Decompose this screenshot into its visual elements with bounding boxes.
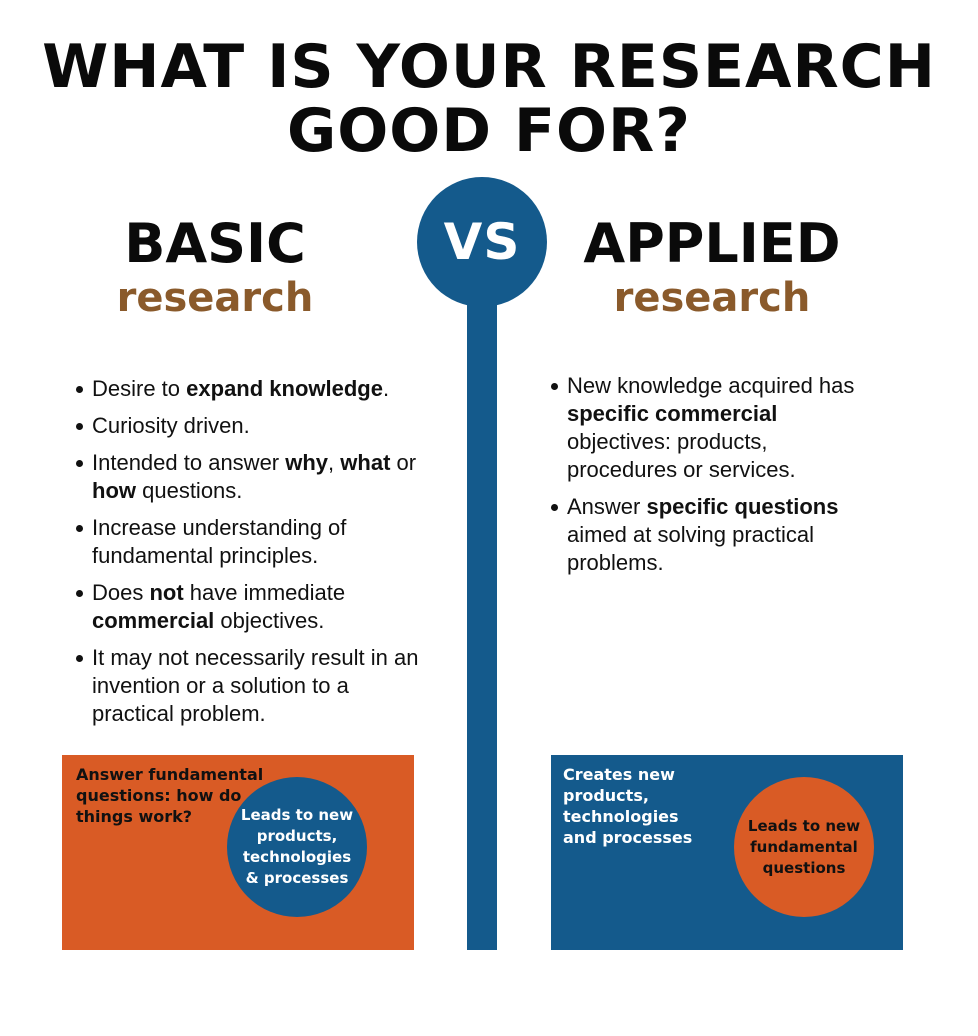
basic-bullet-text: commercial: [92, 608, 215, 633]
applied-bullet-text: aimed at solving practical problems.: [567, 522, 815, 575]
applied-bullet-text: Answer: [567, 494, 647, 519]
applied-summary-box: Creates new products, technologies and p…: [551, 755, 903, 950]
basic-bullet-text: It may not necessarily result in an inve…: [92, 645, 419, 726]
basic-summary-box: Answer fundamental questions: how do thi…: [62, 755, 414, 950]
divider-pole: [467, 280, 497, 950]
applied-heading-block: APPLIED research: [522, 214, 902, 322]
applied-bullet-list: New knowledge acquired has specific comm…: [549, 372, 879, 586]
vs-badge: VS: [417, 177, 547, 307]
basic-bullet-item: Desire to expand knowledge.: [74, 375, 434, 403]
basic-bullet-text: objectives.: [214, 608, 325, 633]
applied-heading: APPLIED: [583, 212, 841, 275]
applied-bullet-text: specific commercial: [567, 401, 778, 426]
basic-bullet-text: Desire to: [92, 376, 187, 401]
applied-bullet-item: Answer specific questions aimed at solvi…: [549, 493, 879, 577]
basic-bullet-text: Increase understanding of fundamental pr…: [92, 515, 347, 568]
basic-bullet-text: expand knowledge: [186, 376, 383, 401]
title-line-2: GOOD FOR?: [287, 96, 691, 166]
applied-subheading: research: [613, 275, 811, 321]
basic-bullet-text: Intended to answer: [92, 450, 286, 475]
basic-circle-text: Leads to new products, technologies & pr…: [240, 806, 354, 887]
basic-bullet-text: Curiosity driven.: [92, 413, 250, 438]
basic-bullet-text: how: [92, 478, 136, 503]
title-line-1: WHAT IS YOUR RESEARCH: [42, 32, 936, 102]
basic-bullet-text: Does: [92, 580, 150, 605]
applied-bullet-item: New knowledge acquired has specific comm…: [549, 372, 879, 484]
applied-bullet-text: New knowledge acquired has: [567, 373, 855, 398]
basic-bullet-text: what: [340, 450, 391, 475]
vs-label: VS: [443, 213, 521, 271]
applied-bullet-text: objectives: products, procedures or serv…: [567, 429, 796, 482]
basic-heading: BASIC: [124, 212, 306, 275]
basic-bullet-text: ,: [328, 450, 341, 475]
basic-subheading: research: [116, 275, 314, 321]
basic-bullet-text: .: [382, 376, 390, 401]
applied-box-text: Creates new products, technologies and p…: [563, 765, 693, 847]
applied-bullet-text: specific questions: [646, 494, 839, 519]
basic-bullet-text: have immediate: [183, 580, 346, 605]
basic-box-text: Answer fundamental questions: how do thi…: [76, 765, 264, 826]
applied-outcome-circle: Leads to new fundamental questions: [734, 777, 874, 917]
basic-outcome-circle: Leads to new products, technologies & pr…: [227, 777, 367, 917]
basic-bullet-item: Increase understanding of fundamental pr…: [74, 514, 434, 570]
applied-circle-text: Leads to new fundamental questions: [747, 816, 861, 877]
basic-bullet-list: Desire to expand knowledge. Curiosity dri…: [74, 375, 434, 737]
basic-bullet-text: questions.: [136, 478, 243, 503]
basic-bullet-item: Curiosity driven.: [74, 412, 434, 440]
basic-bullet-text: why: [285, 450, 329, 475]
basic-bullet-text: or: [390, 450, 417, 475]
basic-bullet-item: It may not necessarily result in an inve…: [74, 644, 434, 728]
basic-bullet-item: Does not have immediate commercial objec…: [74, 579, 434, 635]
basic-bullet-text: not: [149, 580, 184, 605]
basic-heading-block: BASIC research: [25, 214, 405, 322]
basic-bullet-item: Intended to answer why, what or how ques…: [74, 449, 434, 505]
